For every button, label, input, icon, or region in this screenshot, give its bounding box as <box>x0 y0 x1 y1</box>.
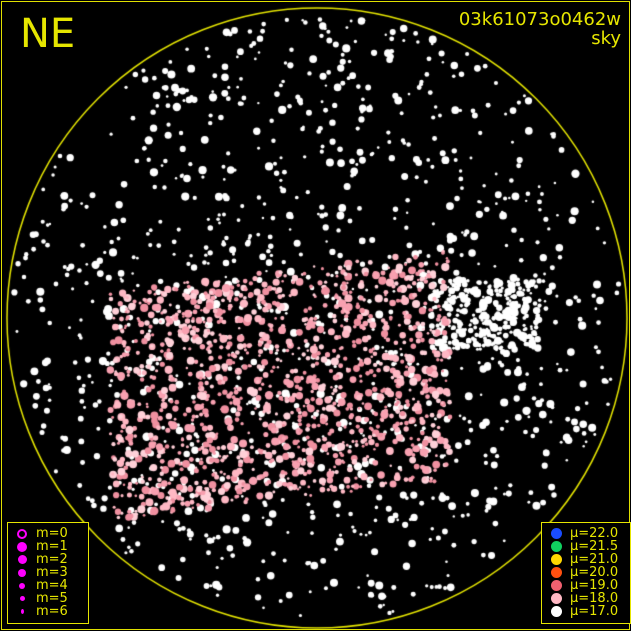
brightness-legend-item: μ=22.0 <box>548 527 624 540</box>
magnitude-label: m=5 <box>36 591 68 606</box>
brightness-legend: μ=22.0 μ=21.5 μ=21.0 μ=20.0 μ=19.0 μ=18.0 μ=17… <box>541 522 631 624</box>
magnitude-symbol-icon <box>17 541 27 552</box>
magnitude-symbol-icon <box>20 609 24 614</box>
brightness-legend-item: μ=21.0 <box>548 553 624 566</box>
brightness-label: μ=19.0 <box>570 578 619 593</box>
brightness-legend-item: μ=18.0 <box>548 592 624 605</box>
magnitude-legend-item: m=1 <box>14 540 82 553</box>
plot-title: 03k61073o0462w sky <box>459 10 621 48</box>
magnitude-legend-item: m=6 <box>14 605 82 618</box>
brightness-swatch-icon <box>550 528 562 539</box>
magnitude-legend-item: m=2 <box>14 553 82 566</box>
brightness-label: μ=20.0 <box>570 565 619 580</box>
brightness-label: μ=17.0 <box>570 604 619 619</box>
magnitude-label: m=6 <box>36 604 68 619</box>
brightness-label: μ=18.0 <box>570 591 619 606</box>
magnitude-legend-item: m=4 <box>14 579 82 592</box>
brightness-legend-item: μ=21.5 <box>548 540 624 553</box>
magnitude-legend-item: m=0 <box>14 527 82 540</box>
magnitude-legend-item: m=3 <box>14 566 82 579</box>
magnitude-symbol-icon <box>17 528 27 539</box>
magnitude-symbol-icon <box>19 596 25 601</box>
brightness-swatch-icon <box>550 580 562 591</box>
magnitude-symbol-icon <box>17 555 27 564</box>
brightness-swatch-icon <box>550 593 562 604</box>
magnitude-label: m=3 <box>36 565 68 580</box>
magnitude-legend: m=0 m=1 m=2 m=3 m=4 m=5 m=6 <box>7 522 89 624</box>
magnitude-label: m=0 <box>36 526 68 541</box>
brightness-swatch-icon <box>550 541 562 552</box>
magnitude-label: m=4 <box>36 578 68 593</box>
brightness-legend-item: μ=20.0 <box>548 566 624 579</box>
image-id: 03k61073o0462w <box>458 9 621 30</box>
brightness-label: μ=22.0 <box>570 526 619 541</box>
brightness-label: μ=21.5 <box>570 539 619 554</box>
magnitude-symbol-icon <box>19 582 25 589</box>
magnitude-legend-item: m=5 <box>14 592 82 605</box>
brightness-swatch-icon <box>550 606 562 617</box>
magnitude-symbol-icon <box>18 568 26 577</box>
magnitude-label: m=1 <box>36 539 68 554</box>
brightness-legend-item: μ=19.0 <box>548 579 624 592</box>
image-type: sky <box>591 28 621 49</box>
brightness-legend-item: μ=17.0 <box>548 605 624 618</box>
orientation-label: NE <box>20 11 76 57</box>
brightness-label: μ=21.0 <box>570 552 619 567</box>
magnitude-label: m=2 <box>36 552 68 567</box>
brightness-swatch-icon <box>550 554 562 565</box>
brightness-swatch-icon <box>550 567 562 578</box>
